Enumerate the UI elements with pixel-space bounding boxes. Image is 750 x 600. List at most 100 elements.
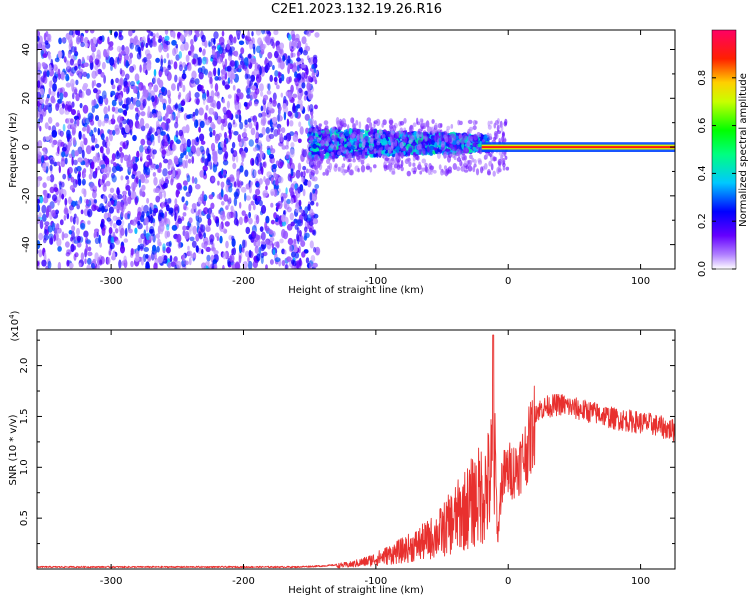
heatmap-cell bbox=[144, 123, 150, 129]
heatmap-cell bbox=[285, 154, 290, 160]
heatmap-cell bbox=[266, 101, 273, 111]
heatmap-cell bbox=[261, 126, 266, 136]
heatmap-cell bbox=[132, 156, 136, 163]
heatmap-cell bbox=[123, 204, 127, 210]
heatmap-cell bbox=[183, 142, 187, 151]
heatmap-cell bbox=[281, 73, 285, 82]
heatmap-cell bbox=[439, 133, 443, 141]
heatmap-cell bbox=[173, 155, 179, 163]
heatmap-cell bbox=[107, 36, 110, 45]
heatmap-cell bbox=[452, 163, 457, 170]
heatmap-cell bbox=[196, 136, 199, 143]
heatmap-cell bbox=[49, 186, 55, 194]
heatmap-cell bbox=[255, 188, 261, 196]
heatmap-cell bbox=[81, 56, 85, 62]
heatmap-cell bbox=[167, 170, 173, 176]
heatmap-cell bbox=[195, 183, 201, 190]
heatmap-cell bbox=[426, 126, 432, 134]
heatmap-cell bbox=[39, 113, 44, 123]
heatmap-cell bbox=[244, 73, 249, 80]
heatmap-cell bbox=[103, 74, 106, 84]
heatmap-cell bbox=[203, 194, 208, 202]
heatmap-cell bbox=[204, 158, 209, 167]
heatmap-cell bbox=[128, 103, 134, 110]
heatmap-cell bbox=[369, 128, 374, 135]
heatmap-cell bbox=[437, 152, 441, 159]
heatmap-cell bbox=[82, 82, 89, 89]
heatmap-cell bbox=[59, 219, 64, 226]
heatmap-cell bbox=[260, 105, 264, 112]
y-scale-factor-label: (x104) bbox=[8, 310, 21, 341]
heatmap-cell bbox=[91, 133, 96, 143]
heatmap-cell bbox=[94, 252, 99, 261]
heatmap-cell bbox=[108, 250, 112, 256]
heatmap-cell bbox=[489, 133, 492, 140]
heatmap-cell bbox=[271, 243, 274, 249]
x-tick-label: -100 bbox=[365, 576, 388, 587]
heatmap-cell bbox=[249, 91, 255, 100]
heatmap-cell bbox=[249, 181, 253, 188]
heatmap-cell bbox=[287, 91, 291, 99]
heatmap-cell bbox=[236, 88, 241, 94]
top-x-ticks: -300 -200 -100 0 100 bbox=[100, 30, 650, 287]
bottom-y-axis-label: SNR (10 * v/v) bbox=[8, 414, 19, 485]
heatmap-cell bbox=[449, 133, 455, 138]
x-tick-label: 100 bbox=[631, 576, 650, 587]
heatmap-cell bbox=[221, 30, 225, 37]
heatmap-cell bbox=[186, 30, 192, 37]
heatmap-cell bbox=[171, 224, 178, 231]
heatmap-cell bbox=[165, 204, 170, 212]
heatmap-cell bbox=[70, 67, 77, 74]
heatmap-cell bbox=[224, 131, 227, 139]
heatmap-cell bbox=[111, 174, 117, 183]
heatmap-cell bbox=[277, 176, 284, 184]
heatmap-cell bbox=[248, 217, 253, 225]
heatmap-cell bbox=[61, 103, 66, 109]
heatmap-cell bbox=[139, 117, 145, 127]
heatmap-cell bbox=[267, 51, 273, 59]
heatmap-cell bbox=[182, 253, 186, 262]
heatmap-cell bbox=[212, 153, 218, 163]
heatmap-cell bbox=[61, 181, 65, 188]
heatmap-cell bbox=[67, 34, 73, 44]
heatmap-cell bbox=[273, 171, 277, 178]
colorbar-tick-label: 0.0 bbox=[697, 261, 708, 277]
heatmap-cell bbox=[85, 239, 91, 244]
heatmap-cell bbox=[222, 169, 227, 176]
heatmap-cell bbox=[323, 120, 329, 126]
heatmap-cell bbox=[202, 49, 206, 57]
heatmap-cell bbox=[166, 230, 171, 238]
heatmap-cell bbox=[431, 119, 435, 124]
heatmap-cell bbox=[266, 171, 272, 178]
heatmap-cell bbox=[311, 128, 315, 134]
heatmap-cell bbox=[255, 214, 260, 225]
heatmap-cell bbox=[236, 30, 241, 39]
heatmap-cell bbox=[37, 260, 40, 267]
heatmap-cell bbox=[110, 65, 113, 71]
bottom-x-axis-label: Height of straight line (km) bbox=[288, 585, 424, 596]
heatmap-cell bbox=[48, 64, 52, 73]
heatmap-cell bbox=[101, 120, 105, 127]
heatmap-cell bbox=[250, 74, 256, 82]
heatmap-cell bbox=[275, 45, 281, 51]
heatmap-cell bbox=[116, 189, 120, 196]
heatmap-cell bbox=[467, 119, 473, 124]
heatmap-cell bbox=[389, 136, 393, 143]
heatmap-cell bbox=[289, 187, 294, 194]
heatmap-cell bbox=[40, 84, 45, 90]
heatmap-cell bbox=[153, 262, 158, 269]
heatmap-cell bbox=[108, 120, 112, 125]
heatmap-cell bbox=[289, 131, 295, 137]
heatmap-cell bbox=[85, 199, 89, 205]
heatmap-cell bbox=[168, 97, 172, 105]
heatmap-cell bbox=[158, 44, 163, 53]
heatmap-cell bbox=[269, 236, 275, 242]
heatmap-cell bbox=[149, 226, 155, 234]
heatmap-cell bbox=[220, 118, 226, 124]
heatmap-cell bbox=[347, 124, 350, 132]
heatmap-cell bbox=[289, 212, 294, 221]
heatmap-cell bbox=[55, 103, 60, 111]
heatmap-cell bbox=[447, 166, 452, 172]
heatmap-cell bbox=[204, 40, 208, 48]
heatmap-cell bbox=[69, 215, 73, 223]
